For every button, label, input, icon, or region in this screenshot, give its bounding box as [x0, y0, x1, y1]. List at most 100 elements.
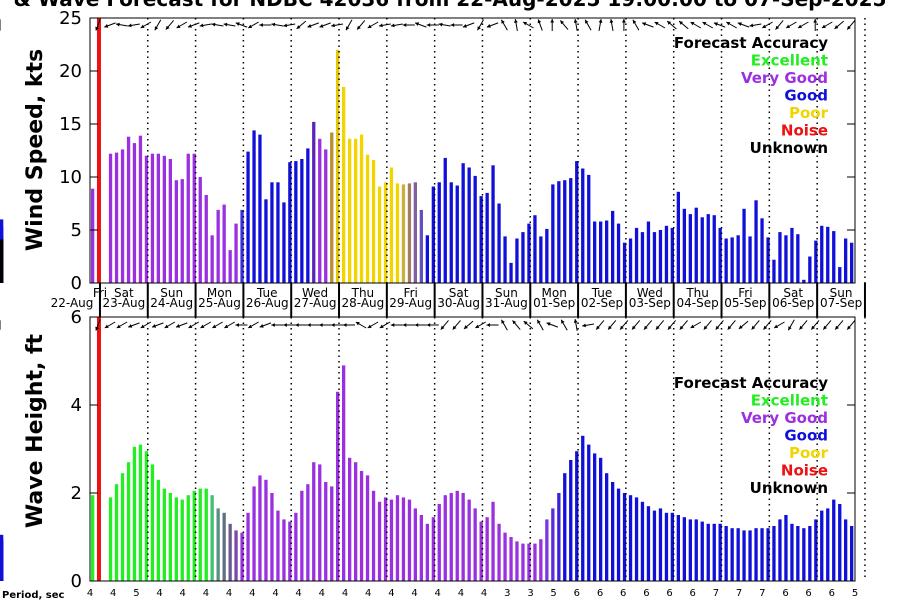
wave-bar: [611, 482, 615, 581]
direction-arrow: [128, 322, 140, 328]
wave-bar: [365, 475, 370, 581]
wave-bar: [126, 462, 131, 581]
direction-arrow: [151, 322, 164, 328]
direction-arrow: [799, 320, 808, 330]
direction-arrow-head: [679, 21, 683, 25]
period-value: 4: [272, 588, 278, 599]
wind-bar: [222, 204, 226, 283]
direction-arrow: [632, 19, 640, 31]
direction-arrow-head: [390, 323, 395, 327]
wind-bar: [515, 238, 519, 283]
wind-bar: [318, 138, 322, 283]
day-date-label: 01-Sep: [533, 296, 575, 310]
wind-bar: [616, 223, 621, 283]
day-weekday-label: Tue: [256, 286, 278, 300]
wind-bar: [401, 184, 406, 283]
wind-bar: [706, 214, 710, 283]
direction-arrow-head: [259, 23, 263, 27]
period-value: 7: [713, 588, 719, 599]
direction-arrow: [414, 323, 427, 327]
wind-bar: [491, 165, 495, 283]
wind-bar: [389, 167, 394, 283]
wave-bar: [431, 517, 435, 581]
direction-arrow-head: [514, 19, 518, 23]
wave-bar: [282, 519, 286, 581]
period-value: 4: [481, 588, 487, 599]
direction-arrow-head: [821, 24, 826, 28]
wind-bar: [670, 227, 674, 283]
direction-arrow-head: [128, 23, 132, 28]
wave-bar: [772, 526, 776, 581]
direction-arrow: [715, 320, 724, 330]
wind-bar: [312, 121, 316, 284]
wind-bar: [688, 214, 692, 283]
direction-arrow: [726, 21, 737, 29]
wave-bar: [91, 495, 95, 581]
day-weekday-label: Sun: [830, 286, 853, 300]
direction-arrow-head: [223, 22, 228, 27]
wave-bar: [838, 504, 842, 581]
wave-bar: [419, 515, 423, 581]
wind-bar: [246, 151, 250, 283]
wind-bar: [557, 181, 561, 283]
wave-bar: [264, 479, 268, 581]
direction-arrow: [104, 321, 116, 329]
direction-arrow-head: [596, 325, 600, 330]
direction-arrow: [523, 320, 534, 330]
wave-bar: [270, 493, 274, 581]
wave-bar: [407, 499, 412, 581]
direction-arrow-head: [811, 325, 816, 330]
wind-bar: [575, 161, 579, 283]
direction-arrow-head: [346, 26, 350, 31]
wave-bar: [132, 446, 137, 581]
wind-bar: [120, 149, 125, 283]
direction-arrow-head: [642, 22, 647, 26]
day-weekday-label: Thu: [685, 286, 709, 300]
wind-bar: [802, 279, 806, 283]
period-value: 7: [736, 588, 742, 599]
direction-arrow-head: [211, 22, 216, 27]
direction-arrow: [655, 320, 665, 330]
direction-arrow-head: [176, 24, 181, 28]
wave-bar: [389, 499, 394, 581]
direction-arrow-head: [390, 23, 395, 28]
wave-bar: [246, 512, 250, 581]
wave-bar: [730, 528, 734, 581]
direction-arrow-head: [331, 23, 335, 28]
wave-bar: [455, 490, 459, 581]
wind-bar: [114, 152, 119, 283]
direction-arrow-head: [154, 26, 159, 31]
day-date-label: 28-Aug: [342, 296, 385, 310]
direction-arrow-head: [598, 19, 603, 23]
wind-bar: [784, 235, 788, 283]
direction-arrow-head: [561, 319, 565, 324]
wind-bar: [330, 132, 334, 283]
wave-bar: [354, 462, 358, 581]
wind-bar: [539, 236, 543, 283]
wind-bar: [371, 160, 376, 283]
wind-bar: [342, 86, 346, 284]
direction-arrow-head: [319, 323, 323, 327]
wave-bar: [336, 391, 340, 581]
period-value: 4: [319, 588, 325, 599]
period-value: 4: [110, 588, 116, 599]
direction-arrow-head: [295, 323, 299, 327]
period-value: 5: [550, 588, 556, 599]
legend-item-excellent: Excellent: [751, 52, 828, 70]
day-date-label: 24-Aug: [150, 296, 193, 310]
legend-title: Forecast Accuracy: [674, 374, 828, 392]
direction-arrow: [595, 320, 605, 330]
direction-arrow: [296, 20, 307, 30]
wave-bar: [348, 457, 352, 581]
direction-arrow-head: [501, 19, 505, 24]
wave-bar: [276, 510, 280, 581]
wind-bar: [150, 153, 155, 283]
direction-arrow-head: [667, 21, 672, 25]
direction-arrow-head: [582, 323, 586, 328]
direction-arrow-head: [271, 22, 276, 27]
direction-arrow-head: [654, 22, 659, 26]
day-weekday-label: Sun: [160, 286, 183, 300]
wind-plot-frame: [89, 17, 856, 284]
day-date-label: 29-Aug: [389, 296, 432, 310]
direction-arrow: [452, 320, 461, 330]
